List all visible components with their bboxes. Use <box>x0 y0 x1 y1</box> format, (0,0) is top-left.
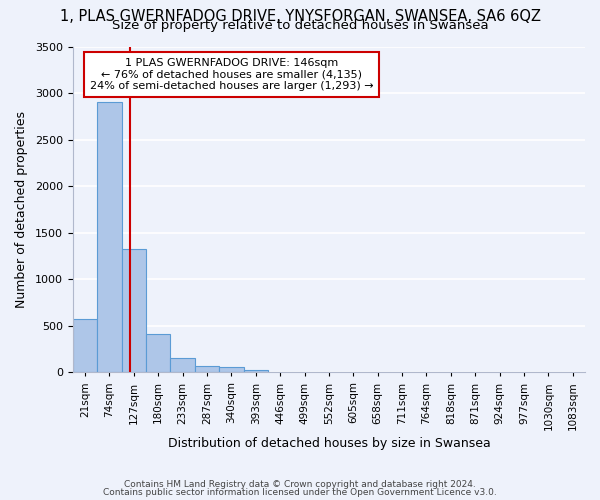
Bar <box>195 366 219 372</box>
Text: Size of property relative to detached houses in Swansea: Size of property relative to detached ho… <box>112 19 488 32</box>
Text: Contains public sector information licensed under the Open Government Licence v3: Contains public sector information licen… <box>103 488 497 497</box>
Y-axis label: Number of detached properties: Number of detached properties <box>15 111 28 308</box>
Bar <box>122 248 146 372</box>
Bar <box>73 320 97 372</box>
Bar <box>244 370 268 372</box>
Text: 1, PLAS GWERNFADOG DRIVE, YNYSFORGAN, SWANSEA, SA6 6QZ: 1, PLAS GWERNFADOG DRIVE, YNYSFORGAN, SW… <box>59 9 541 24</box>
Text: Contains HM Land Registry data © Crown copyright and database right 2024.: Contains HM Land Registry data © Crown c… <box>124 480 476 489</box>
X-axis label: Distribution of detached houses by size in Swansea: Distribution of detached houses by size … <box>167 437 490 450</box>
Bar <box>146 334 170 372</box>
Bar <box>219 368 244 372</box>
Bar <box>170 358 195 372</box>
Bar <box>97 102 122 372</box>
Text: 1 PLAS GWERNFADOG DRIVE: 146sqm
← 76% of detached houses are smaller (4,135)
24%: 1 PLAS GWERNFADOG DRIVE: 146sqm ← 76% of… <box>90 58 373 91</box>
